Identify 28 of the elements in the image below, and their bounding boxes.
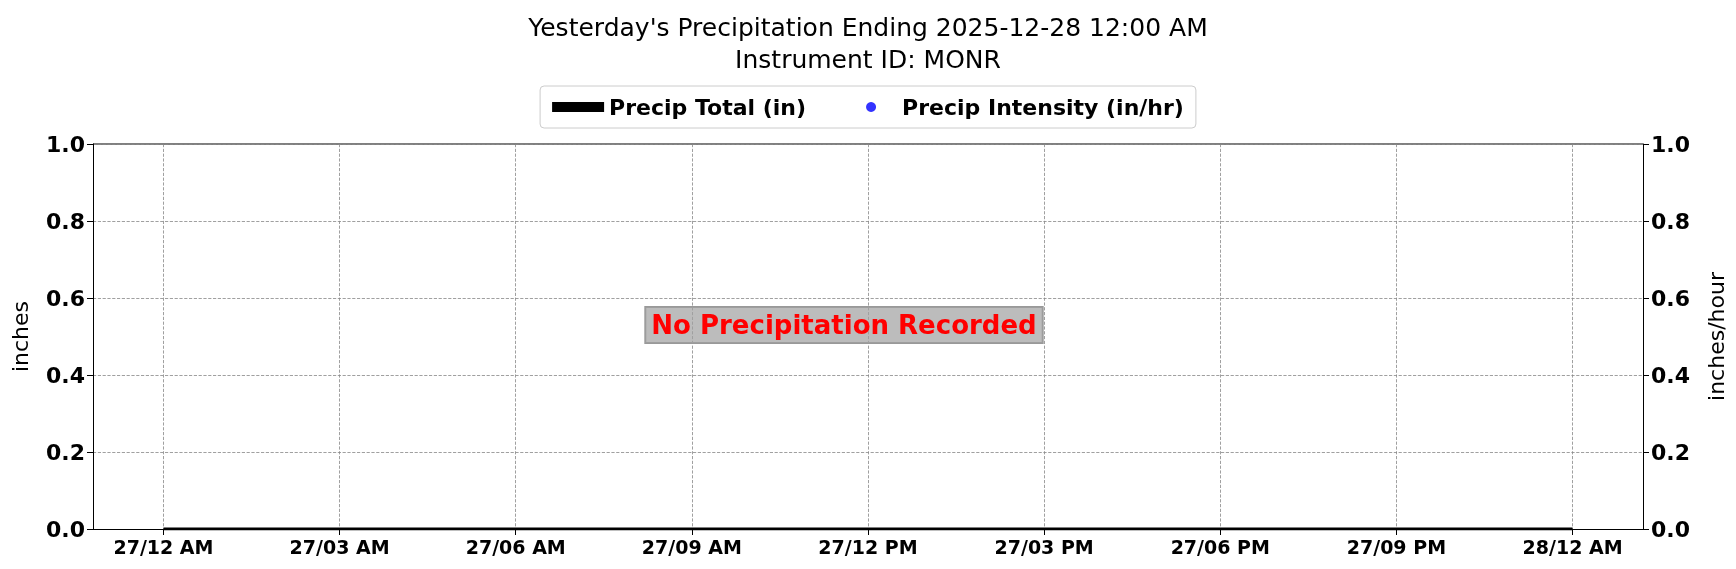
y2-tick-label: 1.0 (1651, 131, 1690, 157)
x-tick-label: 28/12 AM (1522, 535, 1623, 558)
legend-label: Precip Total (in) (609, 94, 807, 120)
y-tick-label: 0.8 (46, 208, 85, 234)
y-tick-label: 1.0 (46, 131, 85, 157)
chart-subtitle: Instrument ID: MONR (735, 44, 1001, 74)
legend-label: Precip Intensity (in/hr) (902, 94, 1184, 120)
x-tick-label: 27/12 AM (113, 535, 214, 558)
annotation: No Precipitation Recorded (651, 310, 1037, 340)
y-tick-label: 0.4 (46, 362, 85, 388)
x-tick-label: 27/09 AM (641, 535, 742, 558)
y2-tick-label: 0.4 (1651, 362, 1690, 388)
x-tick-label: 27/03 AM (289, 535, 390, 558)
x-tick-label: 27/09 PM (1346, 535, 1447, 558)
x-tick-label: 27/06 PM (1170, 535, 1270, 558)
x-tick-label: 27/03 PM (994, 535, 1094, 558)
y2-axis-title: inches/hour (1703, 271, 1729, 401)
y-tick-label: 0.6 (46, 285, 85, 311)
x-tick-label: 27/12 PM (818, 535, 918, 558)
y2-tick-label: 0.6 (1651, 285, 1690, 311)
y-tick-label: 0.2 (46, 439, 85, 465)
y2-tick-label: 0.8 (1651, 208, 1690, 234)
y2-tick-label: 0.2 (1651, 439, 1690, 465)
x-tick-label: 27/06 AM (465, 535, 566, 558)
y-tick-label: 0.0 (46, 516, 85, 542)
y-axis-title: inches (7, 300, 33, 373)
y2-tick-label: 0.0 (1651, 516, 1690, 542)
chart-title: Yesterday's Precipitation Ending 2025-12-28 12:00 AM (527, 12, 1208, 42)
